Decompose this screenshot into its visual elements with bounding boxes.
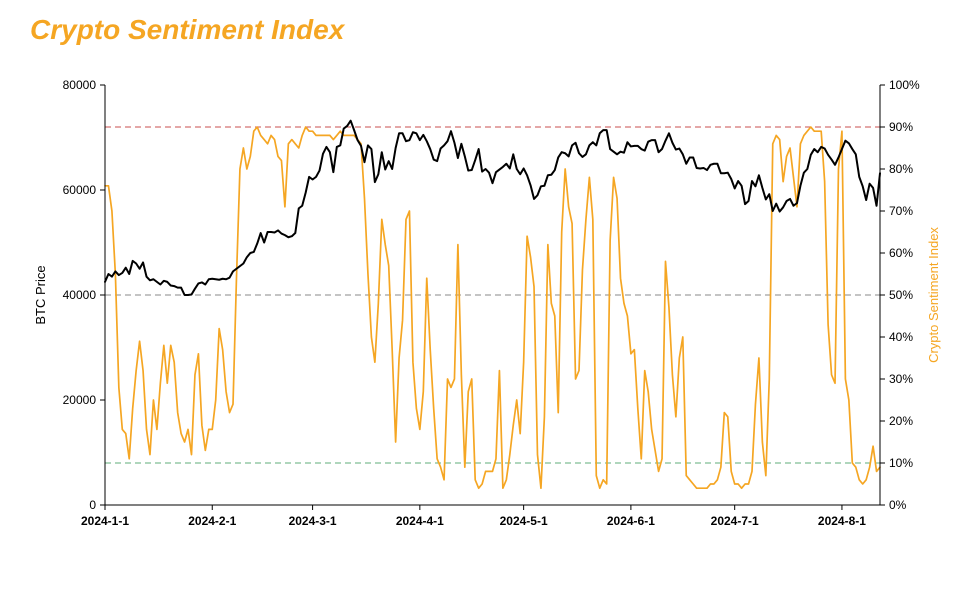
svg-text:40000: 40000 [63,288,97,302]
svg-text:20%: 20% [889,414,913,428]
svg-text:80%: 80% [889,162,913,176]
svg-text:2024-5-1: 2024-5-1 [500,514,548,528]
svg-text:90%: 90% [889,120,913,134]
svg-text:2024-2-1: 2024-2-1 [188,514,236,528]
svg-text:Crypto Sentiment Index: Crypto Sentiment Index [926,227,941,363]
svg-text:2024-3-1: 2024-3-1 [289,514,337,528]
svg-text:0%: 0% [889,498,907,512]
svg-text:20000: 20000 [63,393,97,407]
svg-text:2024-1-1: 2024-1-1 [81,514,129,528]
svg-text:2024-7-1: 2024-7-1 [711,514,759,528]
svg-text:50%: 50% [889,288,913,302]
svg-text:2024-8-1: 2024-8-1 [818,514,866,528]
svg-text:60000: 60000 [63,183,97,197]
svg-text:0: 0 [89,498,96,512]
svg-text:2024-6-1: 2024-6-1 [607,514,655,528]
svg-text:70%: 70% [889,204,913,218]
svg-text:60%: 60% [889,246,913,260]
svg-text:40%: 40% [889,330,913,344]
svg-text:30%: 30% [889,372,913,386]
svg-text:BTC Price: BTC Price [33,265,48,324]
chart-svg: 0 20000 40000 60000 80000 0% 10% 20% 30% 40% 50% 60… [0,0,964,599]
svg-text:80000: 80000 [63,78,97,92]
svg-text:100%: 100% [889,78,920,92]
svg-text:2024-4-1: 2024-4-1 [396,514,444,528]
svg-text:10%: 10% [889,456,913,470]
chart-container: Crypto Sentiment Index 0 20000 40000 60000 8… [0,0,964,599]
